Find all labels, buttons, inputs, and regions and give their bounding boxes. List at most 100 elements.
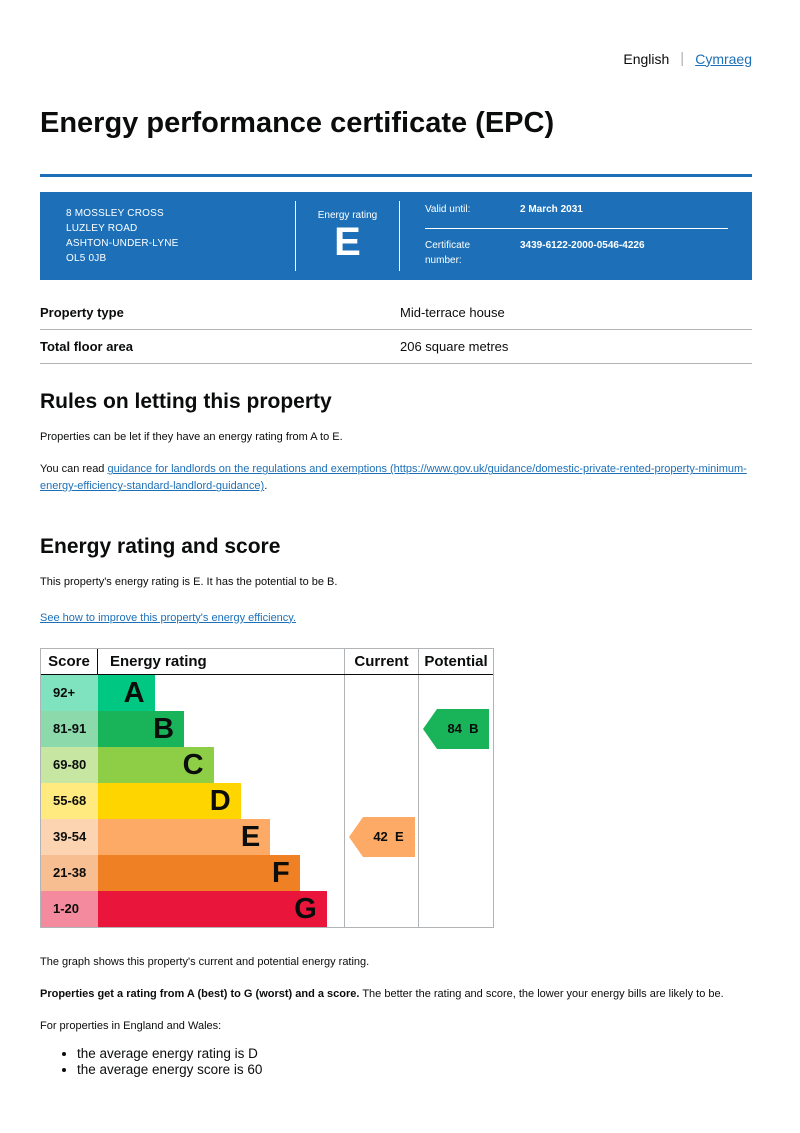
language-link-cymraeg[interactable]: Cymraeg — [695, 50, 752, 67]
epc-band-row: 92+ A — [41, 674, 493, 711]
property-type-label: Property type — [40, 305, 124, 321]
certificate-number-value: 3439-6122-2000-0546-4226 — [520, 240, 645, 252]
list-item: the average energy score is 60 — [77, 1062, 752, 1078]
chart-header-current: Current — [344, 648, 418, 674]
epc-current-cell: 42 E — [344, 816, 418, 857]
epc-rating-area: A — [98, 674, 344, 711]
epc-rating-bar: F — [98, 854, 300, 891]
valid-until-label: Valid until: — [425, 204, 471, 216]
chart-header-potential: Potential — [418, 648, 493, 674]
arrow-tip — [423, 708, 437, 749]
epc-rating-bar: A — [98, 674, 155, 711]
current-rating-arrow: 42 E — [348, 816, 415, 857]
epc-current-cell — [344, 746, 418, 783]
epc-score-range: 81-91 — [41, 710, 98, 747]
rules-section-heading: Rules on letting this property — [40, 390, 332, 414]
epc-page: English | Cymraeg Energy performance cer… — [0, 0, 800, 1079]
epc-score-range: 69-80 — [41, 746, 98, 783]
arrow-label: 42 E — [362, 816, 415, 857]
rating-summary-paragraph: This property's energy rating is E. It h… — [40, 576, 338, 589]
total-floor-area-value: 206 square metres — [400, 339, 509, 355]
epc-band-row: 1-20 G — [41, 890, 493, 927]
epc-rating-bar: D — [98, 782, 241, 819]
epc-potential-cell — [418, 818, 493, 855]
epc-chart-rows: 92+ A 81-91 B 84 B 69-80 C 55-68 D 39-54 E 42 E 21-3… — [41, 674, 493, 927]
epc-score-range: 39-54 — [41, 818, 98, 855]
table-row: Total floor area 206 square metres — [40, 330, 752, 365]
epc-band-row: 69-80 C — [41, 746, 493, 783]
address-line: ASHTON-UNDER-LYNE — [66, 238, 179, 250]
page-title: Energy performance certificate (EPC) — [40, 107, 555, 139]
epc-score-range: 1-20 — [41, 890, 98, 927]
address-line: LUZLEY ROAD — [66, 223, 138, 235]
chart-header-energy-rating: Energy rating — [110, 652, 207, 670]
average-list: the average energy rating is D the avera… — [40, 1046, 752, 1079]
epc-current-cell — [344, 782, 418, 819]
list-item: the average energy rating is D — [77, 1046, 752, 1062]
epc-rating-bar: G — [98, 890, 327, 927]
chart-header-row: Score Energy rating Current Potential — [41, 648, 493, 675]
summary-divider — [399, 201, 400, 272]
rating-explanation-bold: Properties get a rating from A (best) to… — [40, 987, 360, 1000]
property-details-table: Property type Mid-terrace house Total fl… — [40, 296, 752, 365]
energy-rating-value: E — [334, 219, 361, 264]
epc-potential-cell — [418, 782, 493, 819]
epc-rating-bar: E — [98, 818, 271, 855]
epc-band-row: 81-91 B 84 B — [41, 708, 493, 749]
epc-rating-bar: B — [98, 710, 185, 747]
epc-current-cell — [344, 890, 418, 927]
property-type-value: Mid-terrace house — [400, 305, 505, 321]
valid-until-value: 2 March 2031 — [520, 204, 583, 216]
epc-current-cell — [344, 854, 418, 891]
total-floor-area-label: Total floor area — [40, 339, 133, 355]
energy-rating-chart: Score Energy rating Current Potential 92… — [40, 647, 494, 928]
epc-score-range: 21-38 — [41, 854, 98, 891]
epc-potential-cell — [418, 746, 493, 783]
rating-explanation-rest: The better the rating and score, the low… — [359, 987, 724, 1000]
certificate-number-row: Certificate number: 3439-6122-2000-0546-… — [425, 229, 728, 279]
validity-panel: Valid until: 2 March 2031 Certificate nu… — [400, 192, 752, 280]
arrow-label: 84 B — [437, 708, 489, 749]
epc-rating-area: D — [98, 782, 344, 819]
average-intro: For properties in England and Wales: — [40, 1019, 222, 1032]
guidance-suffix: . — [264, 480, 268, 493]
landlord-guidance-link[interactable]: guidance for landlords on the regulation… — [40, 463, 747, 493]
epc-rating-area: G — [98, 890, 344, 927]
improve-efficiency-link[interactable]: See how to improve this property's energ… — [40, 611, 297, 624]
epc-potential-cell — [418, 854, 493, 891]
epc-potential-cell — [418, 890, 493, 927]
summary-divider — [295, 201, 296, 272]
epc-rating-bar: C — [98, 746, 214, 783]
arrow-tip — [348, 816, 363, 857]
epc-current-cell — [344, 674, 418, 711]
certificate-number-label: Certificate number: — [425, 240, 471, 267]
rules-paragraph: Properties can be let if they have an en… — [40, 431, 343, 444]
rating-section-heading: Energy rating and score — [40, 535, 281, 559]
title-divider-rule — [40, 174, 752, 178]
language-toggle: English | Cymraeg — [40, 0, 752, 67]
graph-caption: The graph shows this property's current … — [40, 955, 370, 968]
guidance-paragraph: You can read guidance for landlords on t… — [40, 461, 752, 495]
certificate-summary-box: 8 MOSSLEY CROSS LUZLEY ROAD ASHTON-UNDER… — [40, 192, 752, 281]
address-line: OL5 0JB — [66, 253, 107, 265]
language-current: English — [623, 50, 670, 67]
epc-rating-area: F — [98, 854, 344, 891]
epc-rating-area: C — [98, 746, 344, 783]
valid-until-row: Valid until: 2 March 2031 — [425, 193, 728, 230]
language-divider: | — [680, 50, 685, 67]
energy-rating-label: Energy rating — [317, 209, 378, 221]
chart-header-score: Score — [41, 648, 98, 674]
epc-current-cell — [344, 710, 418, 747]
epc-rating-area: E — [98, 818, 344, 855]
epc-potential-cell: 84 B — [418, 708, 493, 749]
potential-rating-arrow: 84 B — [423, 708, 489, 749]
energy-rating-panel: Energy rating E — [296, 192, 399, 280]
epc-band-row: 39-54 E 42 E — [41, 816, 493, 857]
guidance-prefix: You can read — [40, 463, 108, 476]
property-address: 8 MOSSLEY CROSS LUZLEY ROAD ASHTON-UNDER… — [40, 192, 295, 280]
epc-rating-area: B — [98, 710, 344, 747]
address-line: 8 MOSSLEY CROSS — [66, 208, 164, 220]
improve-link-line: See how to improve this property's energ… — [40, 610, 752, 627]
epc-band-row: 21-38 F — [41, 854, 493, 891]
epc-score-range: 55-68 — [41, 782, 98, 819]
